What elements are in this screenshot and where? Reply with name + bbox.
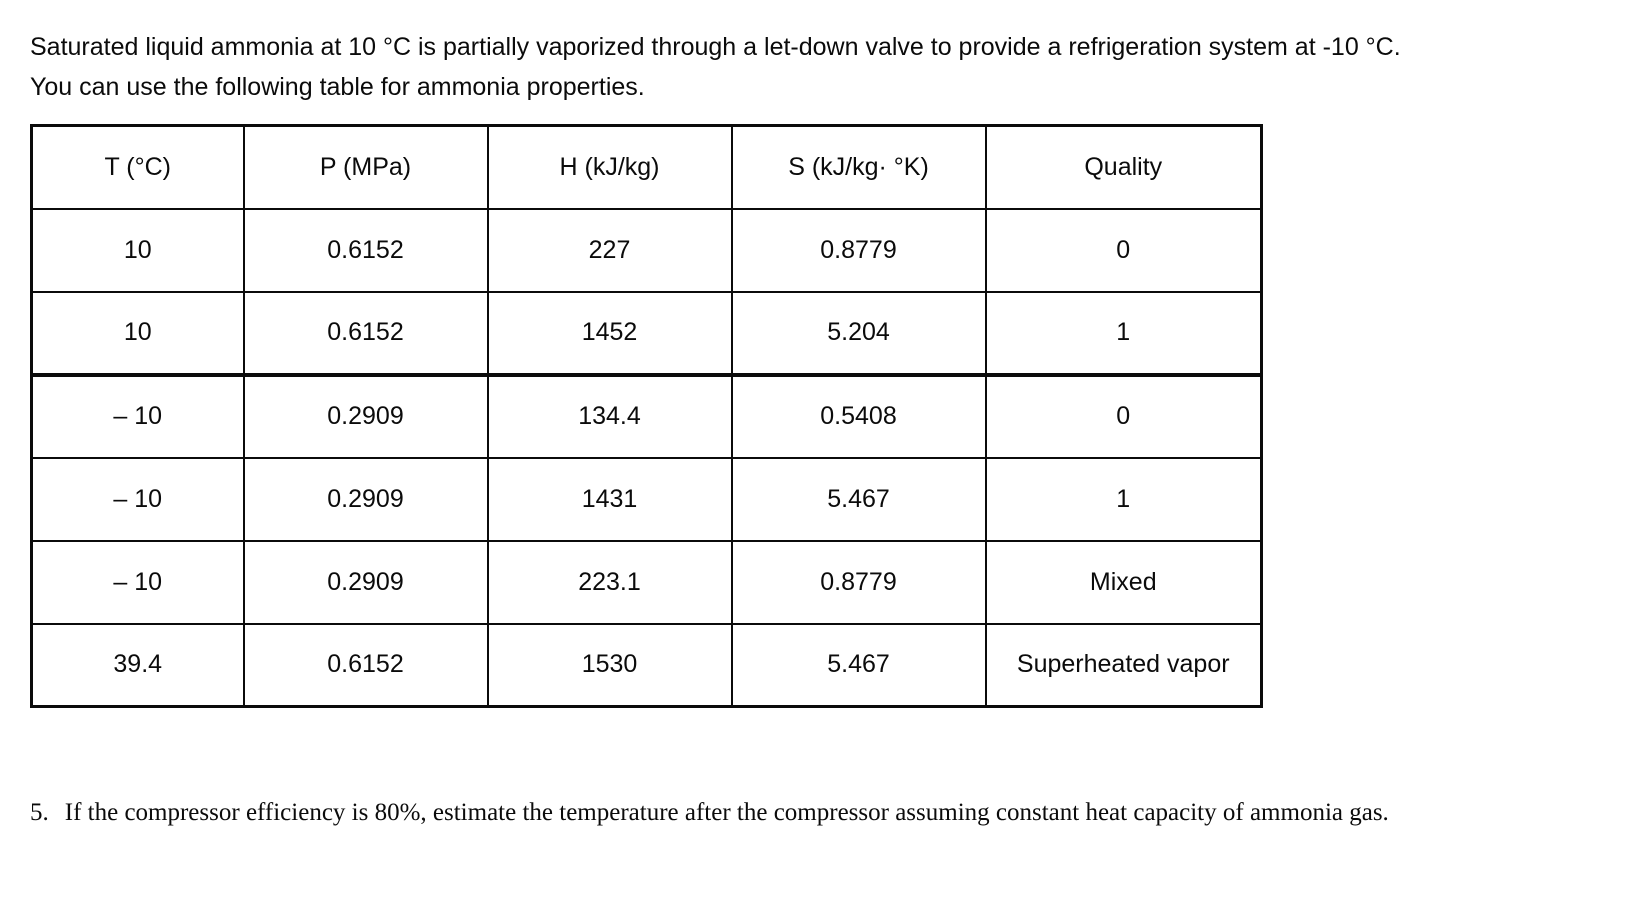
- cell-temperature: – 10: [30, 373, 245, 459]
- cell-entropy: 0.8779: [730, 539, 987, 625]
- cell-pressure: 0.6152: [242, 290, 489, 377]
- cell-entropy: 5.467: [730, 622, 987, 708]
- header-temperature: T (°C): [30, 124, 245, 210]
- cell-temperature: 10: [30, 207, 245, 293]
- intro-paragraph: Saturated liquid ammonia at 10 °C is par…: [30, 27, 1401, 107]
- cell-temperature: – 10: [30, 539, 245, 625]
- cell-quality: 1: [984, 456, 1263, 542]
- cell-pressure: 0.6152: [242, 622, 489, 708]
- table-header-row: T (°C) P (MPa) H (kJ/kg) S (kJ/kg· °K) Q…: [30, 124, 1263, 210]
- table-row: 10 0.6152 1452 5.204 1: [30, 290, 1263, 377]
- header-quality: Quality: [984, 124, 1263, 210]
- cell-entropy: 0.5408: [730, 373, 987, 459]
- cell-quality: 0: [984, 373, 1263, 459]
- table-row: – 10 0.2909 134.4 0.5408 0: [30, 373, 1263, 459]
- cell-entropy: 5.204: [730, 290, 987, 377]
- table-row: 10 0.6152 227 0.8779 0: [30, 207, 1263, 293]
- table-row: 39.4 0.6152 1530 5.467 Superheated vapor: [30, 622, 1263, 708]
- cell-temperature: 10: [30, 290, 245, 377]
- cell-entropy: 0.8779: [730, 207, 987, 293]
- cell-enthalpy: 134.4: [486, 373, 733, 459]
- intro-line-2: You can use the following table for ammo…: [30, 73, 645, 101]
- cell-quality: 1: [984, 290, 1263, 377]
- question-text: If the compressor efficiency is 80%, est…: [64, 799, 1389, 826]
- header-pressure: P (MPa): [242, 124, 489, 210]
- cell-quality: 0: [984, 207, 1263, 293]
- cell-pressure: 0.2909: [242, 539, 489, 625]
- cell-temperature: 39.4: [30, 622, 245, 708]
- cell-temperature: – 10: [30, 456, 245, 542]
- cell-pressure: 0.6152: [242, 207, 489, 293]
- cell-pressure: 0.2909: [242, 456, 489, 542]
- question-number: 5.: [30, 799, 49, 826]
- cell-quality: Mixed: [984, 539, 1263, 625]
- ammonia-properties-table: T (°C) P (MPa) H (kJ/kg) S (kJ/kg· °K) Q…: [30, 124, 1263, 708]
- table-row: – 10 0.2909 223.1 0.8779 Mixed: [30, 539, 1263, 625]
- table-row: – 10 0.2909 1431 5.467 1: [30, 456, 1263, 542]
- cell-enthalpy: 223.1: [486, 539, 733, 625]
- cell-enthalpy: 1530: [486, 622, 733, 708]
- header-entropy: S (kJ/kg· °K): [730, 124, 987, 210]
- cell-quality: Superheated vapor: [984, 622, 1263, 708]
- cell-enthalpy: 227: [486, 207, 733, 293]
- intro-line-1: Saturated liquid ammonia at 10 °C is par…: [30, 33, 1401, 61]
- cell-enthalpy: 1431: [486, 456, 733, 542]
- cell-pressure: 0.2909: [242, 373, 489, 459]
- cell-entropy: 5.467: [730, 456, 987, 542]
- cell-enthalpy: 1452: [486, 290, 733, 377]
- header-enthalpy: H (kJ/kg): [486, 124, 733, 210]
- question-5: 5. If the compressor efficiency is 80%, e…: [30, 799, 1389, 827]
